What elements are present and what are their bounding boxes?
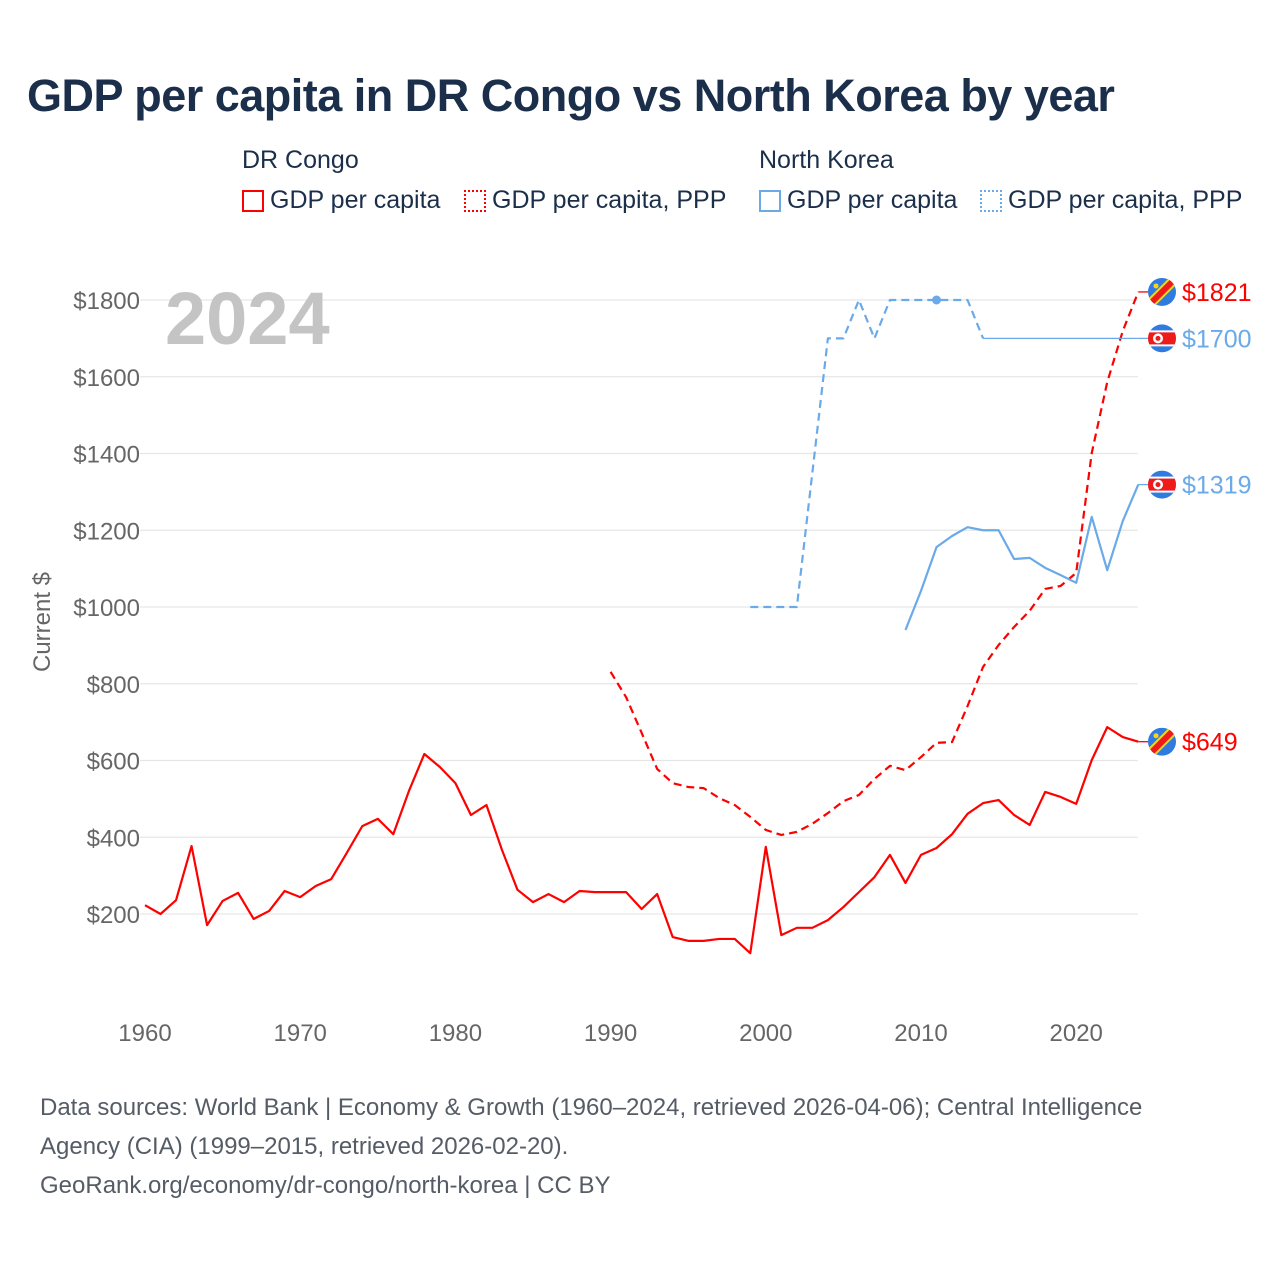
legend-label: GDP per capita, PPP — [492, 186, 727, 214]
legend-swatch-solid-red — [242, 189, 264, 212]
flag-band-red — [1148, 277, 1176, 306]
x-tick-label: 2020 — [1050, 1020, 1103, 1047]
footer-sources-2: Agency (CIA) (1999–2015, retrieved 2026-… — [40, 1133, 569, 1160]
y-tick-label: $1000 — [73, 595, 140, 622]
legend-drc-gdp[interactable]: GDP per capita — [242, 186, 440, 215]
x-tick-label: 1990 — [584, 1020, 637, 1047]
x-tick-label: 2000 — [739, 1020, 792, 1047]
chart-title: GDP per capita in DR Congo vs North Kore… — [27, 70, 1115, 121]
legend-group-north-korea: North Korea — [759, 146, 894, 174]
footer-sources-1: Data sources: World Bank | Economy & Gro… — [40, 1094, 1143, 1121]
flag-star — [1153, 283, 1159, 289]
y-tick-label: $1600 — [73, 365, 140, 392]
legend-label: GDP per capita, PPP — [1008, 186, 1243, 214]
footer: Data sources: World Bank | Economy & Gro… — [40, 1088, 1240, 1205]
highlight-marker — [932, 295, 942, 305]
flag-star — [1155, 482, 1161, 488]
legend-swatch-dotted-blue — [980, 189, 1002, 212]
legend-swatch-dotted-red — [464, 189, 486, 212]
legend-drc-ppp[interactable]: GDP per capita, PPP — [464, 186, 726, 215]
end-value-label: $649 — [1182, 729, 1238, 757]
north-korea-flag-icon — [1148, 324, 1176, 353]
x-tick-label: 1970 — [274, 1020, 327, 1047]
y-tick-label: $1400 — [73, 442, 140, 469]
x-tick-label: 1960 — [118, 1020, 171, 1047]
end-value-label: $1700 — [1182, 325, 1252, 353]
y-tick-label: $200 — [87, 902, 140, 929]
x-tick-label: 1980 — [429, 1020, 482, 1047]
legend-nk-ppp[interactable]: GDP per capita, PPP — [980, 186, 1242, 215]
flag-star — [1155, 335, 1161, 341]
legend-label: GDP per capita — [787, 186, 958, 214]
y-tick-label: $1200 — [73, 518, 140, 545]
dr-congo-flag-icon — [1148, 277, 1176, 306]
series-line-1 — [609, 291, 1140, 837]
north-korea-flag-icon — [1148, 470, 1176, 499]
legend-label: GDP per capita — [270, 186, 441, 214]
y-axis-label: Current $ — [29, 572, 56, 672]
y-tick-label: $600 — [87, 749, 140, 776]
y-tick-label: $800 — [87, 672, 140, 699]
dr-congo-flag-icon — [1148, 727, 1176, 756]
end-value-label: $1821 — [1182, 279, 1252, 307]
legend-swatch-solid-blue — [759, 189, 781, 212]
series-line-3 — [750, 298, 985, 609]
x-tick-label: 2010 — [894, 1020, 947, 1047]
legend-group-dr-congo: DR Congo — [242, 146, 359, 174]
end-value-label: $1319 — [1182, 472, 1252, 500]
year-watermark: 2024 — [165, 277, 330, 360]
y-tick-label: $1800 — [73, 288, 140, 315]
footer-link[interactable]: GeoRank.org/economy/dr-congo/north-korea… — [40, 1172, 611, 1199]
series-line-2 — [904, 484, 1140, 631]
flag-band-red — [1148, 727, 1176, 756]
y-tick-label: $400 — [87, 825, 140, 852]
legend-nk-gdp[interactable]: GDP per capita — [759, 186, 957, 215]
flag-star — [1153, 733, 1159, 739]
